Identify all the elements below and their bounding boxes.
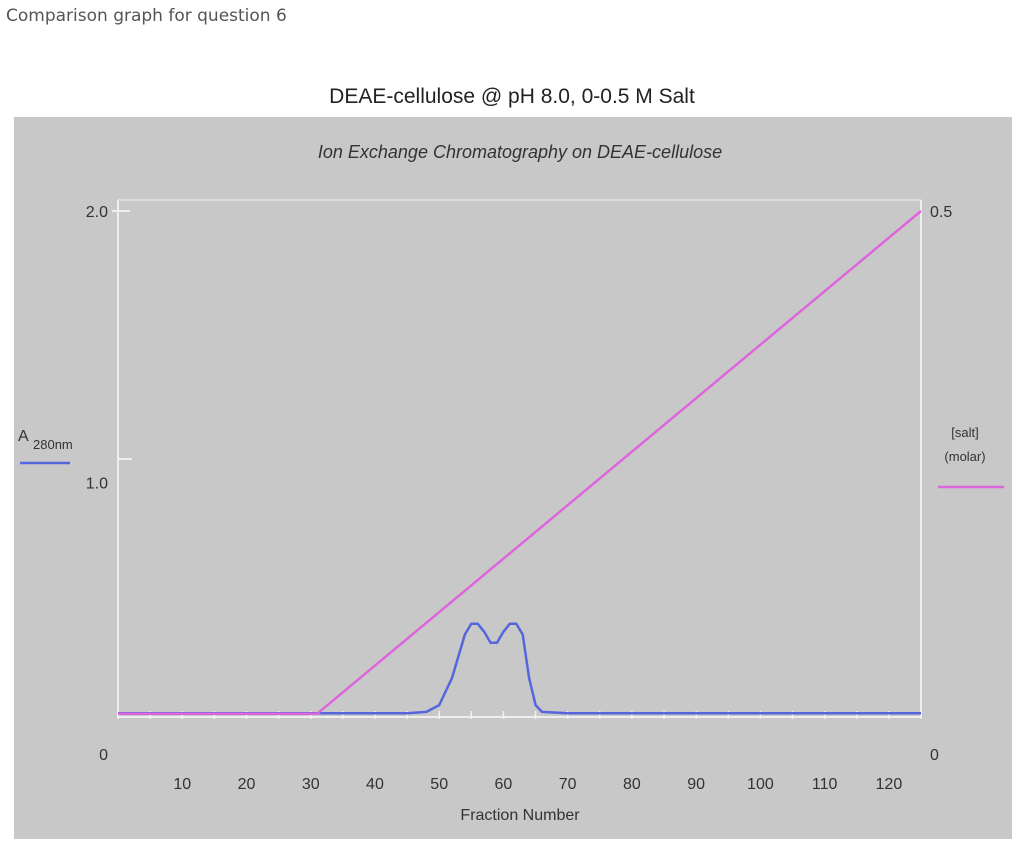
x-tick-label: 20	[238, 776, 256, 793]
x-tick-label: 10	[173, 776, 191, 793]
y-left-label-main: A	[18, 428, 29, 445]
chart-title: DEAE-cellulose @ pH 8.0, 0-0.5 M Salt	[329, 85, 695, 108]
x-tick-label: 80	[623, 776, 641, 793]
series-layer	[118, 210, 922, 716]
x-tick-label: 30	[302, 776, 320, 793]
salt-gradient-line	[118, 210, 922, 716]
chart-panel	[14, 117, 1012, 839]
x-tick-label: 50	[430, 776, 448, 793]
x-tick-label: 120	[876, 776, 903, 793]
label-layer: 10 20 30 40 50 60 70 80 90 100 110 120 Fraction Numb…	[18, 204, 1004, 824]
x-tick-label: 110	[812, 776, 838, 793]
x-tick-label: 100	[747, 776, 774, 793]
plot-frame	[112, 199, 922, 719]
y-left-tick-label: 2.0	[86, 204, 108, 221]
y-left-tick-label: 1.0	[86, 476, 108, 493]
caption: Comparison graph for question 6	[6, 6, 287, 26]
absorbance-line	[118, 622, 921, 715]
x-tick-label: 60	[495, 776, 513, 793]
y-left-label-sub: 280nm	[33, 437, 73, 452]
y-right-label-line: (molar)	[944, 449, 985, 464]
x-tick-label: 40	[366, 776, 384, 793]
y-right-label-line: [salt]	[951, 425, 978, 440]
x-axis-label: Fraction Number	[460, 807, 580, 824]
y-left-tick-label: 0	[99, 747, 108, 764]
x-tick-label: 70	[559, 776, 577, 793]
y-right-tick-label: 0	[930, 747, 939, 764]
y-right-tick-label: 0.5	[930, 204, 952, 221]
x-tick-label: 90	[687, 776, 705, 793]
chart-subtitle: Ion Exchange Chromatography on DEAE-cell…	[318, 142, 722, 162]
